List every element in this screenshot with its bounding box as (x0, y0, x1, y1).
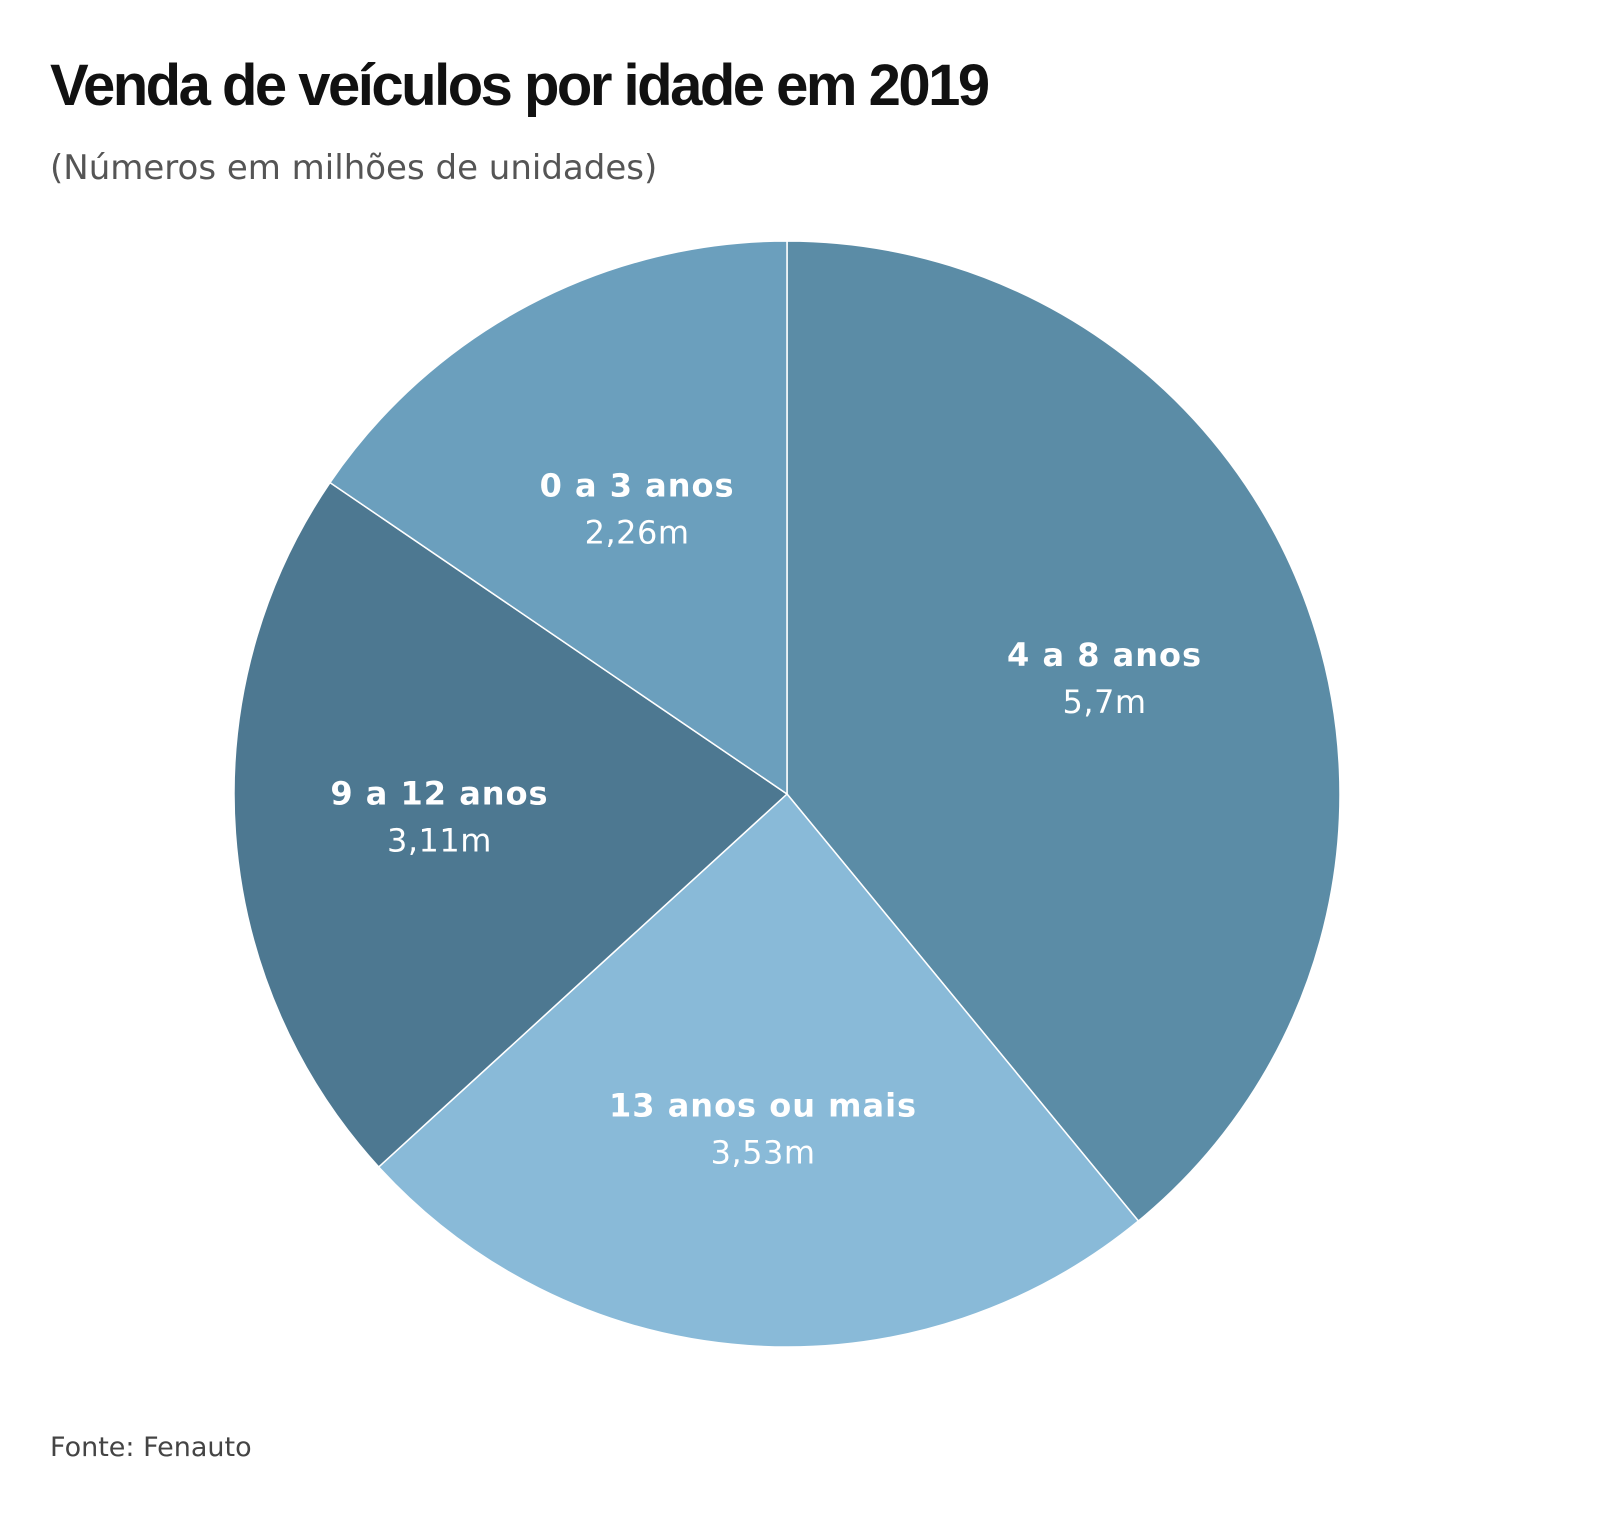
slice-label-3: 9 a 12 anos (330, 775, 548, 813)
pie-slice-3 (233, 481, 789, 1169)
slice-label-4: 0 a 3 anos (540, 466, 735, 504)
slice-value-4: 2,26m (585, 513, 690, 551)
pie-chart: 4 a 8 anos 5,7m 13 anos ou mais 3,53m 9 a 12… (233, 240, 1341, 1348)
slice-label-1: 4 a 8 anos (1007, 636, 1202, 674)
slice-value-2: 3,53m (711, 1133, 816, 1171)
slice-value-3: 3,11m (387, 822, 492, 860)
slice-value-1: 5,7m (1063, 683, 1147, 721)
pie-slices (233, 240, 1341, 1348)
pie-slice-4 (328, 240, 788, 796)
pie-slice-2 (377, 792, 1140, 1348)
slice-label-2: 13 anos ou mais (609, 1086, 917, 1124)
pie-slice-1 (786, 240, 1341, 1223)
pie-labels: 4 a 8 anos 5,7m 13 anos ou mais 3,53m 9 a 12… (330, 466, 1202, 1171)
chart-subtitle: (Números em milhões de unidades) (50, 148, 658, 188)
chart-source: Fonte: Fenauto (50, 1432, 252, 1463)
chart-title: Venda de veículos por idade em 2019 (50, 53, 990, 118)
